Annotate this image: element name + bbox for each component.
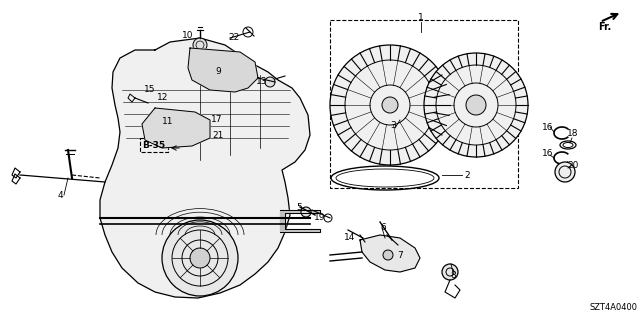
- Text: 16: 16: [542, 122, 554, 131]
- Polygon shape: [280, 210, 320, 232]
- Circle shape: [466, 95, 486, 115]
- Text: 2: 2: [464, 170, 470, 180]
- Text: 5: 5: [296, 203, 302, 211]
- Circle shape: [383, 250, 393, 260]
- Text: 3: 3: [390, 121, 396, 130]
- Circle shape: [330, 45, 450, 165]
- Text: 4: 4: [57, 190, 63, 199]
- Text: 18: 18: [567, 129, 579, 137]
- Circle shape: [555, 162, 575, 182]
- Text: 19: 19: [314, 213, 326, 222]
- Text: 17: 17: [211, 115, 223, 124]
- Circle shape: [301, 207, 311, 217]
- Text: B-35: B-35: [143, 140, 166, 150]
- Text: 7: 7: [397, 250, 403, 259]
- Text: 16: 16: [542, 149, 554, 158]
- Text: 15: 15: [144, 85, 156, 94]
- Circle shape: [265, 77, 275, 87]
- Text: 12: 12: [157, 93, 169, 101]
- Text: Fr.: Fr.: [598, 22, 611, 32]
- Text: 21: 21: [212, 130, 224, 139]
- Bar: [140, 138, 168, 152]
- Text: 20: 20: [567, 160, 579, 169]
- Text: 8: 8: [450, 271, 456, 279]
- Text: 22: 22: [228, 33, 239, 42]
- Text: 13: 13: [256, 78, 268, 86]
- Circle shape: [382, 97, 398, 113]
- Text: 1: 1: [418, 12, 424, 21]
- Circle shape: [442, 264, 458, 280]
- Text: 11: 11: [163, 117, 173, 127]
- Circle shape: [193, 38, 207, 52]
- Bar: [330, 20, 518, 188]
- Circle shape: [162, 220, 238, 296]
- Polygon shape: [188, 48, 258, 92]
- Polygon shape: [100, 38, 310, 298]
- Text: 10: 10: [182, 31, 194, 40]
- Text: 6: 6: [380, 224, 386, 233]
- Circle shape: [424, 53, 528, 157]
- Text: 9: 9: [215, 68, 221, 77]
- Circle shape: [167, 120, 183, 136]
- Circle shape: [190, 248, 210, 268]
- Text: 14: 14: [344, 233, 356, 241]
- Text: SZT4A0400: SZT4A0400: [590, 303, 638, 312]
- Polygon shape: [142, 108, 210, 148]
- Circle shape: [218, 58, 238, 78]
- Polygon shape: [360, 235, 420, 272]
